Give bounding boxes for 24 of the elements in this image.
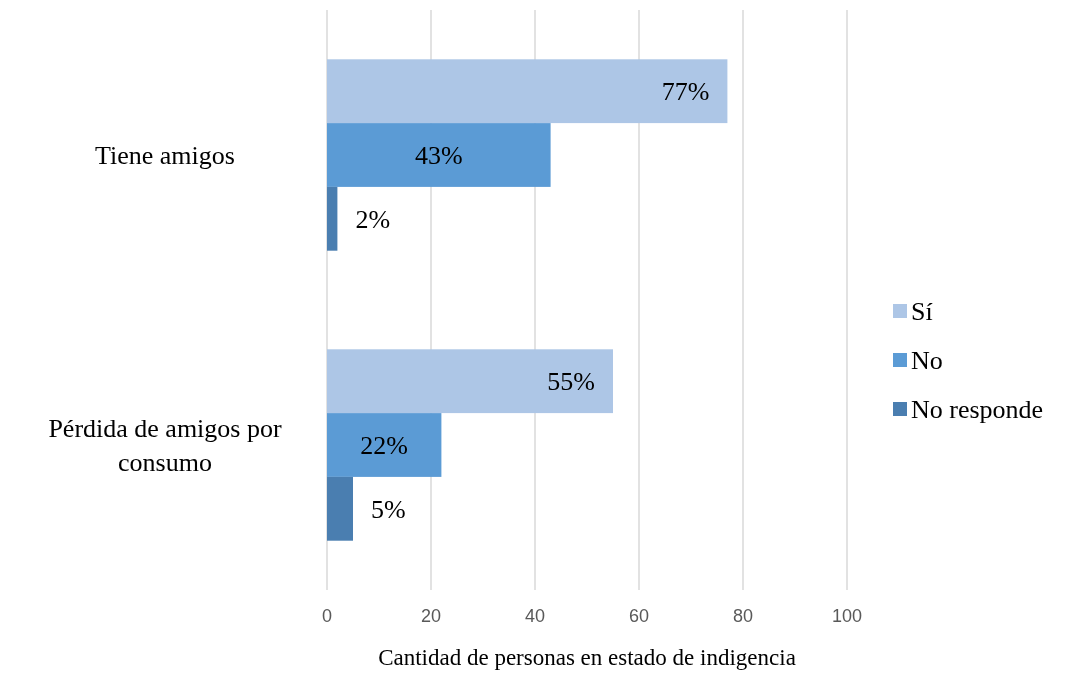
x-axis-title: Cantidad de personas en estado de indigencia — [378, 645, 796, 670]
x-tick-label: 100 — [831, 606, 863, 626]
x-tick-label: 60 — [628, 606, 650, 626]
x-tick-label: 0 — [321, 606, 333, 626]
data-label: 5% — [371, 494, 406, 524]
y-tick-label: Tiene amigos — [95, 141, 235, 171]
x-tick-label: 40 — [524, 606, 546, 626]
x-tick-label: 20 — [420, 606, 442, 626]
y-tick-label: Pérdida de amigos por consumo — [48, 414, 282, 478]
bar — [327, 349, 613, 414]
data-label: 55% — [547, 367, 595, 397]
bar — [327, 123, 551, 187]
legend-label: No — [911, 346, 943, 376]
legend-label: No responde — [911, 395, 1044, 425]
data-label: 43% — [414, 141, 463, 171]
data-label: 2% — [355, 204, 391, 234]
data-label: 22% — [360, 431, 409, 461]
bar — [327, 186, 338, 251]
x-tick-label: 80 — [732, 606, 754, 626]
legend-label: Sí — [911, 297, 933, 327]
data-label: 77% — [661, 77, 710, 107]
bar — [327, 413, 442, 477]
bar — [327, 59, 728, 124]
bar — [327, 476, 353, 541]
